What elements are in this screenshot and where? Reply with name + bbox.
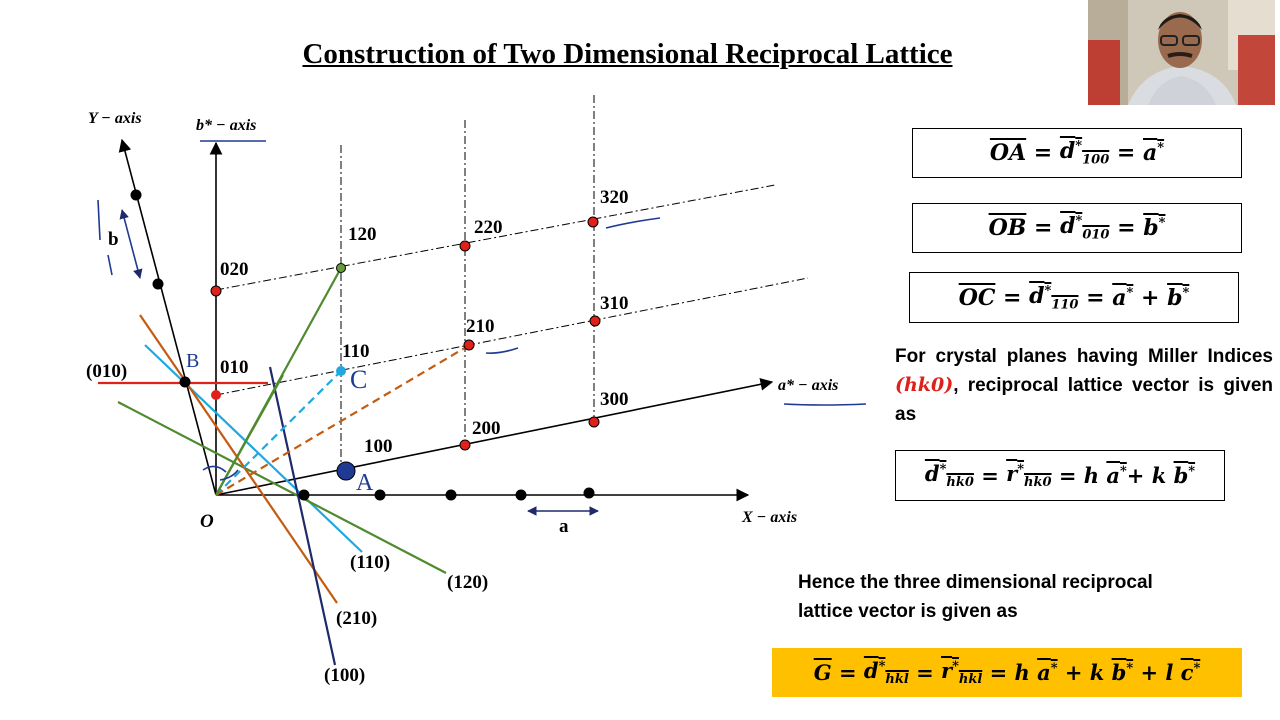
- b-length-label: b: [108, 229, 119, 250]
- handwritten-c: C: [350, 365, 367, 394]
- equation-hk0: d*hk0 = r*hk0 = h a* + k b*: [895, 450, 1225, 501]
- three-dimensional-text: Hence the three dimensional reciprocal l…: [798, 572, 1153, 622]
- plane-110-line: [144, 344, 363, 553]
- b-star-axis-label: b* − axis: [196, 117, 256, 134]
- plane-120-normal-line: [215, 374, 284, 496]
- a-star-axis-line: [215, 378, 774, 496]
- handwritten-annotations: [97, 140, 867, 516]
- y-axis-label: Y − axis: [88, 110, 142, 127]
- vector-o210-line: [215, 345, 469, 496]
- a-star-axis-label: a* − axis: [778, 377, 838, 394]
- x-axis-label: X − axis: [741, 509, 797, 526]
- miller-indices-text: For crystal planes having Miller Indices…: [895, 346, 1273, 425]
- vector-oc-line: [215, 370, 342, 496]
- a-length-label: a: [559, 516, 569, 537]
- axes: [118, 138, 774, 502]
- label-320: 320: [600, 187, 629, 208]
- label-210: 210: [466, 316, 495, 337]
- presenter-webcam: [1088, 0, 1275, 105]
- origin-label: O: [200, 511, 214, 532]
- plane-100-line: [268, 366, 337, 666]
- plane-210-line: [139, 314, 338, 604]
- plane-120-line: [117, 401, 447, 574]
- label-310: 310: [600, 293, 629, 314]
- plane-label-120: (120): [447, 572, 488, 593]
- label-110: 110: [342, 341, 369, 362]
- handwritten-a: A: [356, 470, 374, 496]
- label-200: 200: [472, 418, 501, 439]
- equation-oc: OC = d*110 = a* + b*: [909, 272, 1239, 323]
- plane-label-110: (110): [350, 552, 390, 573]
- reciprocal-lattice-diagram: A B C Y − axis b* − axis a* − axis X − a…: [86, 95, 867, 686]
- plane-label-010: (010): [86, 361, 127, 382]
- equation-ob: OB = d*010 = b*: [912, 203, 1242, 253]
- label-100: 100: [364, 436, 393, 457]
- reciprocal-lattice-points: [210, 216, 601, 481]
- crystal-planes: [98, 267, 469, 666]
- plane-label-210: (210): [336, 608, 377, 629]
- label-010: 010: [220, 357, 249, 378]
- miller-indices-hk0: (hk0): [895, 374, 954, 396]
- equation-oa: OA = d*100 = a*: [912, 128, 1242, 178]
- handwritten-b: B: [186, 350, 199, 372]
- equation-hkl: G = d*hkl = r*hkl = h a* + k b* + l c*: [772, 648, 1242, 697]
- slide-title: Construction of Two Dimensional Reciproc…: [302, 38, 953, 70]
- plane-label-100: (100): [324, 665, 365, 686]
- label-220: 220: [474, 217, 503, 238]
- label-020: 020: [220, 259, 249, 280]
- label-300: 300: [600, 389, 629, 410]
- lattice-guide-lines: [215, 95, 809, 470]
- label-120: 120: [348, 224, 377, 245]
- crystal-lattice-points: [130, 189, 595, 501]
